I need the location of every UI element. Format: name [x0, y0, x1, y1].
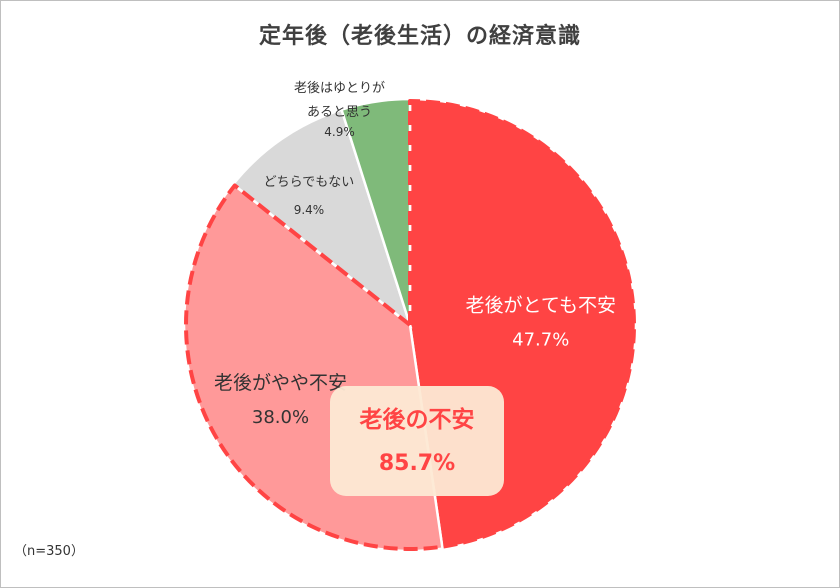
slice-value-老後がやや不安: 38.0%: [252, 407, 309, 428]
group-dashed-outline: [184, 99, 636, 551]
pie-slice-老後はゆとりがあると思う: [339, 97, 412, 326]
slice-label-老後がとても不安: 老後がとても不安: [465, 295, 615, 317]
group-annotation: 老後の不安 85.7%: [330, 386, 504, 496]
chart-title: 定年後（老後生活）の経済意識: [258, 24, 581, 49]
group-outline: [184, 99, 636, 551]
pie-slice-どちらでもない: [231, 108, 413, 329]
slice-label-老後はゆとりがあると思う-line1: 老後はゆとりが: [294, 81, 385, 96]
sample-size-note: （n=350）: [14, 544, 84, 559]
slice-label-どちらでもない: どちらでもない: [264, 175, 355, 190]
group-annotation-value: 85.7%: [379, 451, 455, 476]
slice-value-どちらでもない: 9.4%: [294, 203, 325, 217]
slice-label-老後がやや不安: 老後がやや不安: [214, 372, 347, 394]
group-annotation-box: [330, 386, 504, 496]
slice-label-老後はゆとりがあると思う-line2: あると思う: [307, 105, 372, 120]
slice-value-老後はゆとりがあると思う: 4.9%: [324, 125, 355, 139]
slice-value-老後がとても不安: 47.7%: [512, 330, 569, 351]
pie-labels: 老後がとても不安 47.7% 老後がやや不安 38.0% どちらでもない 9.4% 老後はゆ…: [214, 81, 616, 428]
group-annotation-label: 老後の不安: [359, 406, 475, 433]
